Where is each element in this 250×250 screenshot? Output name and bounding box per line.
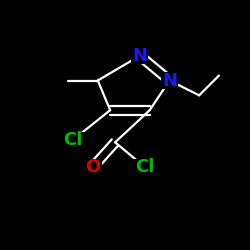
Text: Cl: Cl: [64, 131, 83, 149]
FancyBboxPatch shape: [161, 72, 178, 89]
Text: Cl: Cl: [135, 158, 154, 176]
FancyBboxPatch shape: [60, 132, 87, 148]
FancyBboxPatch shape: [84, 159, 102, 175]
FancyBboxPatch shape: [131, 159, 158, 175]
FancyBboxPatch shape: [131, 48, 148, 64]
Text: O: O: [85, 158, 100, 176]
Text: N: N: [132, 47, 147, 65]
Text: N: N: [162, 72, 177, 90]
